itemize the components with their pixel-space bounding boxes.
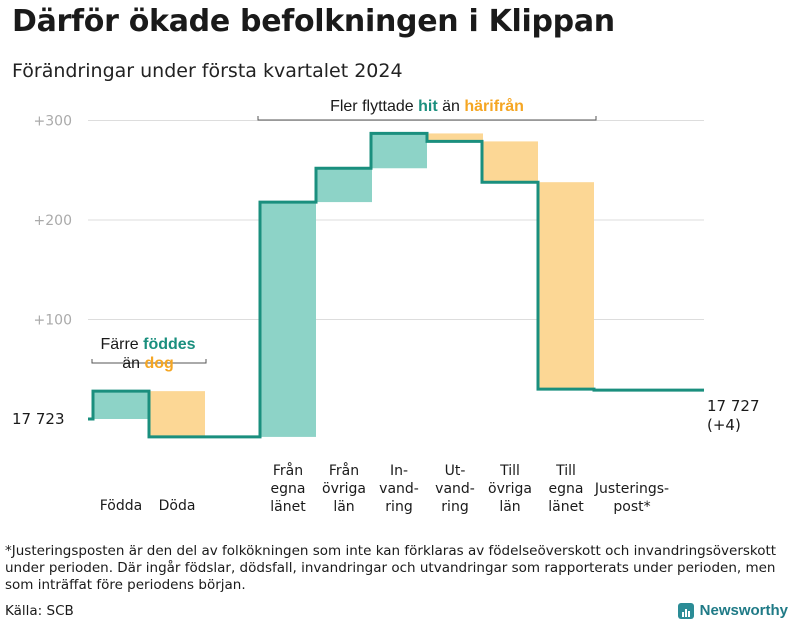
bar-invandring	[371, 133, 427, 169]
category-label-till_egna: Till egna länet	[548, 463, 584, 515]
migration-annotation-highlight: hit	[418, 98, 438, 115]
y-tick-label: +100	[34, 313, 72, 329]
category-label-justering: Justerings-post*	[594, 481, 669, 515]
migration-annotation-text: än	[438, 98, 465, 115]
footnote: *Justeringsposten är den del av folkökni…	[5, 543, 777, 593]
end-value-label: 17 727	[707, 397, 760, 415]
brand-name: Newsworthy	[699, 602, 788, 619]
category-label-line: vand-	[379, 481, 419, 497]
category-label-invandring: In-vand-ring	[379, 463, 419, 515]
y-tick-label: +200	[34, 213, 72, 229]
end-change-label: (+4)	[707, 416, 741, 434]
bar-fran_ovriga	[316, 168, 372, 203]
category-label-line: ring	[441, 499, 468, 515]
category-label-line: vand-	[435, 481, 475, 497]
migration-annotation-text: Fler flyttade	[330, 98, 418, 115]
bar-doda	[149, 391, 205, 437]
chart-title: Därför ökade befolkningen i Klippan	[12, 4, 615, 39]
births-annotation-highlight: dog	[144, 355, 173, 372]
category-label-fran_ovriga: Från övriga län	[322, 462, 366, 515]
y-tick-label: +300	[34, 114, 72, 130]
annotations: Färre föddes än dog Fler flyttade hit än h…	[91, 97, 597, 372]
category-label-line: Födda	[100, 498, 142, 514]
category-label-line: övriga	[488, 481, 532, 497]
running-total-line	[88, 131, 704, 439]
category-label-line: Till	[499, 463, 520, 479]
category-label-line: Döda	[159, 498, 196, 514]
bar-till_ovriga	[482, 141, 538, 183]
category-label-doda: Döda	[159, 498, 196, 514]
bar-utvandring	[427, 133, 483, 142]
category-label-line: Justerings-	[594, 481, 669, 497]
category-label-till_ovriga: Till övriga län	[488, 463, 532, 515]
category-label-line: In-	[390, 463, 408, 479]
category-label-line: länet	[270, 499, 306, 515]
bar-till_egna	[538, 182, 594, 390]
category-label-line: ring	[385, 499, 412, 515]
start-value-label: 17 723	[12, 410, 65, 428]
source-label: Källa: SCB	[5, 603, 74, 619]
births-bracket	[91, 359, 207, 364]
category-label-line: Till	[555, 463, 576, 479]
category-label-utvandring: Ut-vand-ring	[435, 463, 475, 515]
births-annotation-highlight: föddes	[143, 336, 196, 353]
category-label-line: Från	[273, 462, 303, 479]
bars	[93, 133, 594, 437]
waterfall-chart: +300 +200 +100 17 723 17 727(+4) Födda Döda Fr…	[12, 97, 760, 515]
category-label-line: län	[499, 499, 520, 515]
births-annotation-line2: än dog	[122, 355, 174, 372]
category-label-line: Från	[329, 462, 359, 479]
migration-bracket	[257, 116, 597, 121]
births-annotation-text: Färre	[100, 336, 143, 353]
migration-annotation-highlight: härifrån	[464, 97, 524, 115]
category-label-line: länet	[548, 499, 584, 515]
births-annotation-line1: Färre föddes	[100, 336, 195, 353]
category-label-line: post*	[613, 499, 650, 515]
category-label-line: egna	[271, 481, 306, 497]
category-label-fran_egna: Från egna länet	[270, 462, 306, 515]
births-annotation-text: än	[122, 355, 144, 372]
brand-logo[interactable]: Newsworthy	[677, 602, 788, 619]
grid-lines: +300 +200 +100	[34, 114, 704, 329]
category-label-line: län	[333, 499, 354, 515]
newsworthy-icon	[677, 602, 694, 619]
bar-fodda	[93, 391, 149, 419]
migration-annotation: Fler flyttade hit än härifrån	[330, 97, 524, 115]
category-label-line: Ut-	[445, 463, 466, 479]
running-total-path	[88, 131, 704, 439]
bar-fran_egna	[260, 202, 316, 437]
category-label-fodda: Födda	[100, 498, 142, 514]
category-label-line: övriga	[322, 481, 366, 497]
chart-subtitle: Förändringar under första kvartalet 2024	[12, 60, 403, 82]
category-label-line: egna	[549, 481, 584, 497]
